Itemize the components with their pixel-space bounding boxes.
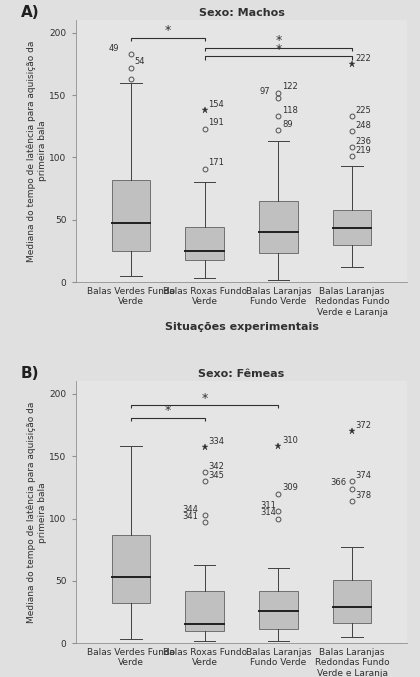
Text: 311: 311: [260, 501, 276, 510]
Text: 341: 341: [183, 512, 198, 521]
Text: 314: 314: [260, 508, 276, 517]
Y-axis label: Mediana do tempo de latência para aquisição da
primeira bala: Mediana do tempo de latência para aquisi…: [26, 41, 47, 262]
Bar: [186, 591, 224, 631]
Text: 171: 171: [208, 158, 224, 167]
Text: 154: 154: [208, 100, 224, 109]
Y-axis label: Mediana do tempo de latência para aquisição da
primeira bala: Mediana do tempo de latência para aquisi…: [26, 401, 47, 623]
Text: *: *: [275, 43, 281, 56]
Text: *: *: [275, 34, 281, 47]
Text: 219: 219: [356, 146, 372, 155]
Text: 225: 225: [356, 106, 372, 115]
Text: 248: 248: [356, 121, 372, 130]
Bar: [112, 180, 150, 251]
Bar: [259, 201, 297, 253]
Title: Sexo: Fêmeas: Sexo: Fêmeas: [198, 369, 285, 379]
Text: 89: 89: [282, 120, 293, 129]
Text: 342: 342: [208, 462, 224, 471]
Text: *: *: [165, 24, 171, 37]
Bar: [186, 227, 224, 259]
Text: *: *: [202, 391, 208, 404]
Text: 345: 345: [208, 471, 224, 480]
Text: B): B): [21, 366, 39, 380]
Text: 122: 122: [282, 83, 298, 91]
Text: 118: 118: [282, 106, 298, 115]
Bar: [259, 591, 297, 630]
Text: 378: 378: [356, 491, 372, 500]
Bar: [333, 210, 371, 244]
Text: 344: 344: [183, 504, 198, 514]
Text: 374: 374: [356, 471, 372, 480]
Text: *: *: [165, 404, 171, 417]
Text: 191: 191: [208, 118, 224, 127]
Text: 97: 97: [260, 87, 270, 96]
Text: 236: 236: [356, 137, 372, 146]
Bar: [112, 535, 150, 603]
Text: 334: 334: [208, 437, 224, 446]
Text: A): A): [21, 5, 39, 20]
Text: 372: 372: [356, 421, 372, 430]
X-axis label: Situações experimentais: Situações experimentais: [165, 322, 318, 332]
Title: Sexo: Machos: Sexo: Machos: [199, 8, 284, 18]
Text: 54: 54: [134, 58, 145, 66]
Text: 222: 222: [356, 53, 372, 63]
Text: 309: 309: [282, 483, 298, 492]
Bar: [333, 580, 371, 624]
Text: 49: 49: [109, 44, 119, 53]
Text: 366: 366: [330, 479, 346, 487]
Text: 310: 310: [282, 436, 298, 445]
